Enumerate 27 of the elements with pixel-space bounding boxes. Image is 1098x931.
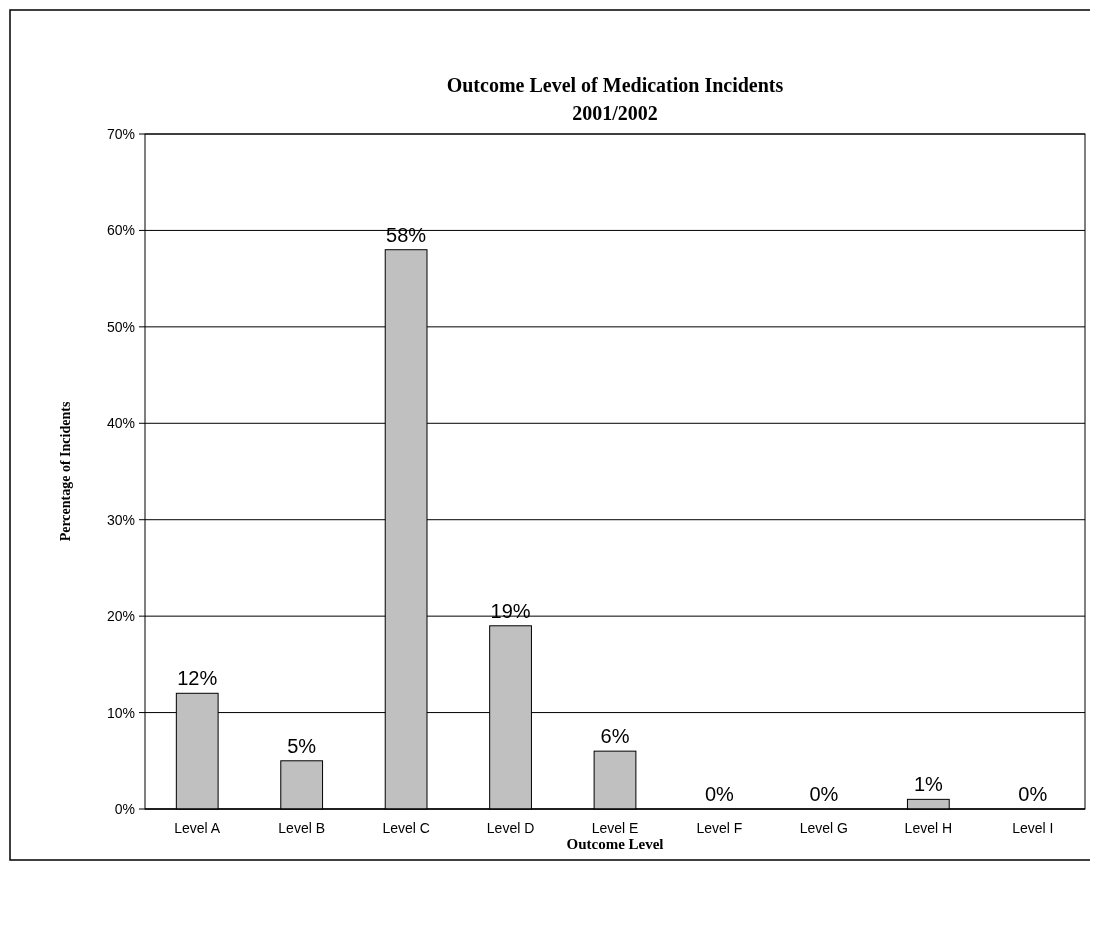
y-tick-label: 10% bbox=[106, 704, 135, 721]
y-tick-label: 40% bbox=[106, 415, 135, 432]
x-tick-label: Level G bbox=[799, 820, 849, 836]
x-tick-label: Level A bbox=[174, 820, 221, 836]
data-label: 5% bbox=[287, 734, 317, 757]
y-tick-label: 70% bbox=[106, 126, 135, 142]
x-tick-label: Level C bbox=[382, 820, 430, 836]
data-label: 0% bbox=[704, 783, 735, 805]
chart-title: Outcome Level of Medication Incidents 2001/2002 bbox=[446, 74, 784, 124]
x-tick-label: Level E bbox=[591, 820, 639, 836]
y-tick-label: 60% bbox=[106, 222, 135, 239]
data-label: 6% bbox=[600, 725, 630, 748]
data-label: 12% bbox=[177, 667, 218, 690]
data-label: 1% bbox=[913, 773, 943, 796]
y-tick-label: 50% bbox=[106, 318, 135, 335]
data-label: 0% bbox=[1018, 783, 1048, 805]
y-tick-label: 30% bbox=[106, 511, 135, 528]
x-tick-label: Level F bbox=[696, 820, 743, 836]
x-tick-label: Level B bbox=[278, 820, 326, 836]
x-tick-label: Level D bbox=[486, 820, 535, 836]
data-label: 0% bbox=[809, 783, 839, 805]
y-axis-title: Percentage of Incidents bbox=[58, 401, 73, 542]
y-tick-label: 20% bbox=[106, 608, 135, 625]
y-tick-label: 0% bbox=[114, 801, 135, 817]
x-axis-title: Outcome Level bbox=[566, 836, 664, 852]
x-tick-label: Level H bbox=[904, 820, 953, 836]
x-tick-label: Level I bbox=[1012, 820, 1054, 836]
